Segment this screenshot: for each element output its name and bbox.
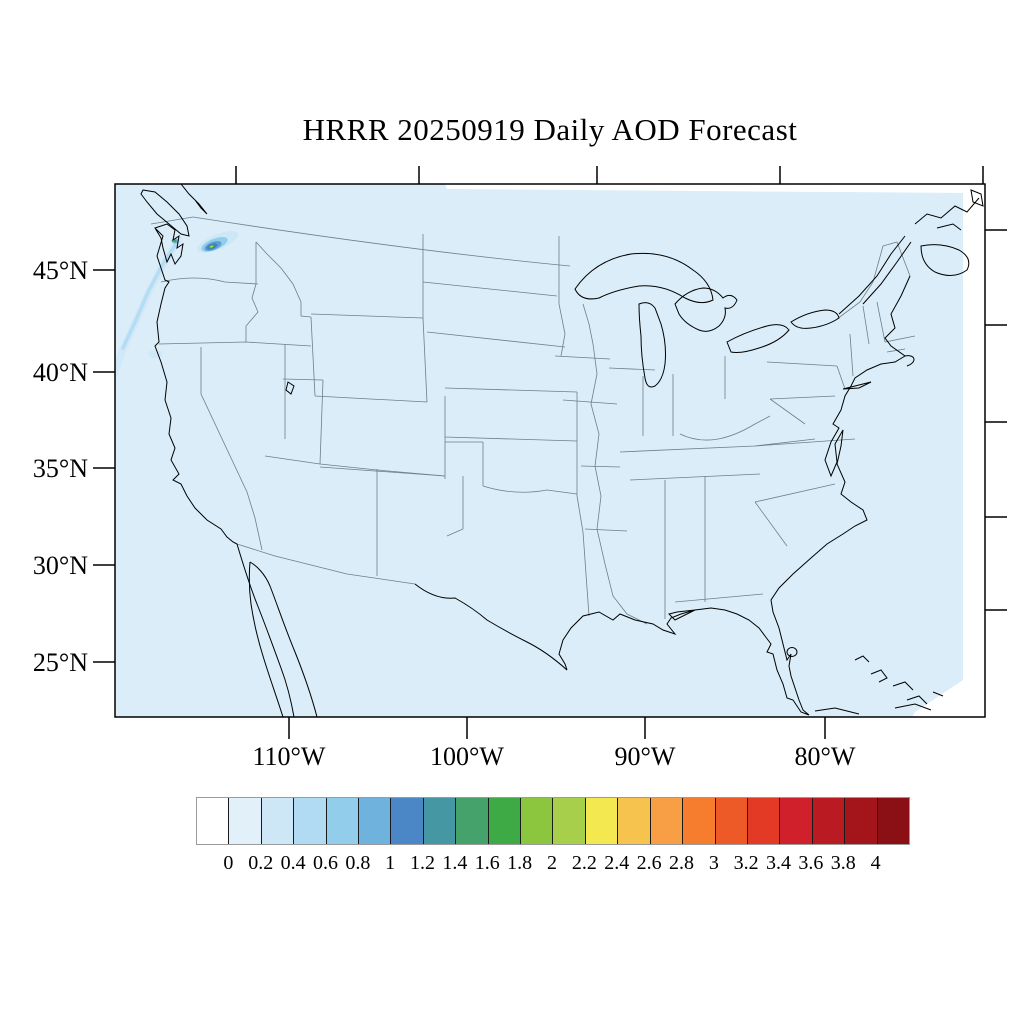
colorbar-cell [229,798,262,844]
colorbar-tick-label: 3.2 [733,852,759,874]
colorbar-cell [812,798,846,844]
colorbar-cell [553,798,586,844]
colorbar-tick-label: 0.4 [280,852,306,874]
colorbar-tick-label: 2.8 [668,852,694,874]
colorbar-tick-label: 1 [385,852,396,874]
colorbar-cell [391,798,424,844]
colorbar-cell [326,798,360,844]
map-background [115,184,963,717]
colorbar-cell [780,798,813,844]
colorbar-cell [456,798,489,844]
x-axis-labels: 110°W 100°W 90°W 80°W [253,742,856,771]
colorbar-tick-label: 2 [547,852,557,874]
colorbar-tick-label: 0.6 [312,852,338,874]
colorbar-cell [650,798,684,844]
colorbar-cell [585,798,619,844]
colorbar-cell [715,798,748,844]
colorbar-cell [488,798,522,844]
coastlines [140,184,984,717]
colorbar-tick-label: 3.4 [766,852,792,874]
colorbar-tick-label: 0.2 [248,852,274,874]
colorbar-tick-label: 4 [870,852,881,874]
colorbar-cell [747,798,781,844]
state-borders [150,216,916,625]
colorbar-tick-label: 1.8 [507,852,533,874]
smoke-plume [197,231,239,253]
y-axis-labels: 45°N 40°N 35°N 30°N 25°N [33,256,88,677]
colorbar-tick-label: 3.8 [830,852,856,874]
colorbar-tick-label: 3.6 [798,852,824,874]
colorbar-cell [423,798,457,844]
colorbar-cell [294,798,327,844]
colorbar-cell [521,798,554,844]
colorbar-cell [683,798,716,844]
colorbar-tick-label: 1.4 [442,852,468,874]
colorbar-tick-label: 1.6 [474,852,500,874]
colorbar-tick-label: 2.4 [604,852,630,874]
axis-ticks [93,166,1007,739]
colorbar-cell [877,798,909,844]
map-frame [114,183,986,718]
lat-label: 35°N [33,454,88,483]
colorbar-tick-label: 1.2 [410,852,436,874]
lat-label: 40°N [33,358,88,387]
colorbar-tick-label: 3 [708,852,719,874]
lon-label: 90°W [615,742,676,771]
colorbar-cell [197,798,230,844]
lon-label: 100°W [430,742,504,771]
colorbar-cell [618,798,651,844]
lat-label: 25°N [33,648,88,677]
plot-title: HRRR 20250919 Daily AOD Forecast [302,112,798,147]
colorbar-tick-label: 0.8 [345,852,371,874]
colorbar [196,797,910,845]
colorbar-tick-label: 2.2 [571,852,597,874]
colorbar-cell [261,798,295,844]
lon-label: 110°W [253,742,326,771]
colorbar-labels: 0 0.2 0.4 0.6 0.8 1 1.2 1.4 1.6 1.8 2 2.2 2.4 2.6 2.8 3… [196,852,908,880]
colorbar-cell [359,798,392,844]
colorbar-tick-label: 0 [223,852,234,874]
colorbar-cell [845,798,878,844]
lat-label: 45°N [33,256,88,285]
lon-label: 80°W [795,742,856,771]
lat-label: 30°N [33,551,88,580]
colorbar-tick-label: 2.6 [636,852,662,874]
